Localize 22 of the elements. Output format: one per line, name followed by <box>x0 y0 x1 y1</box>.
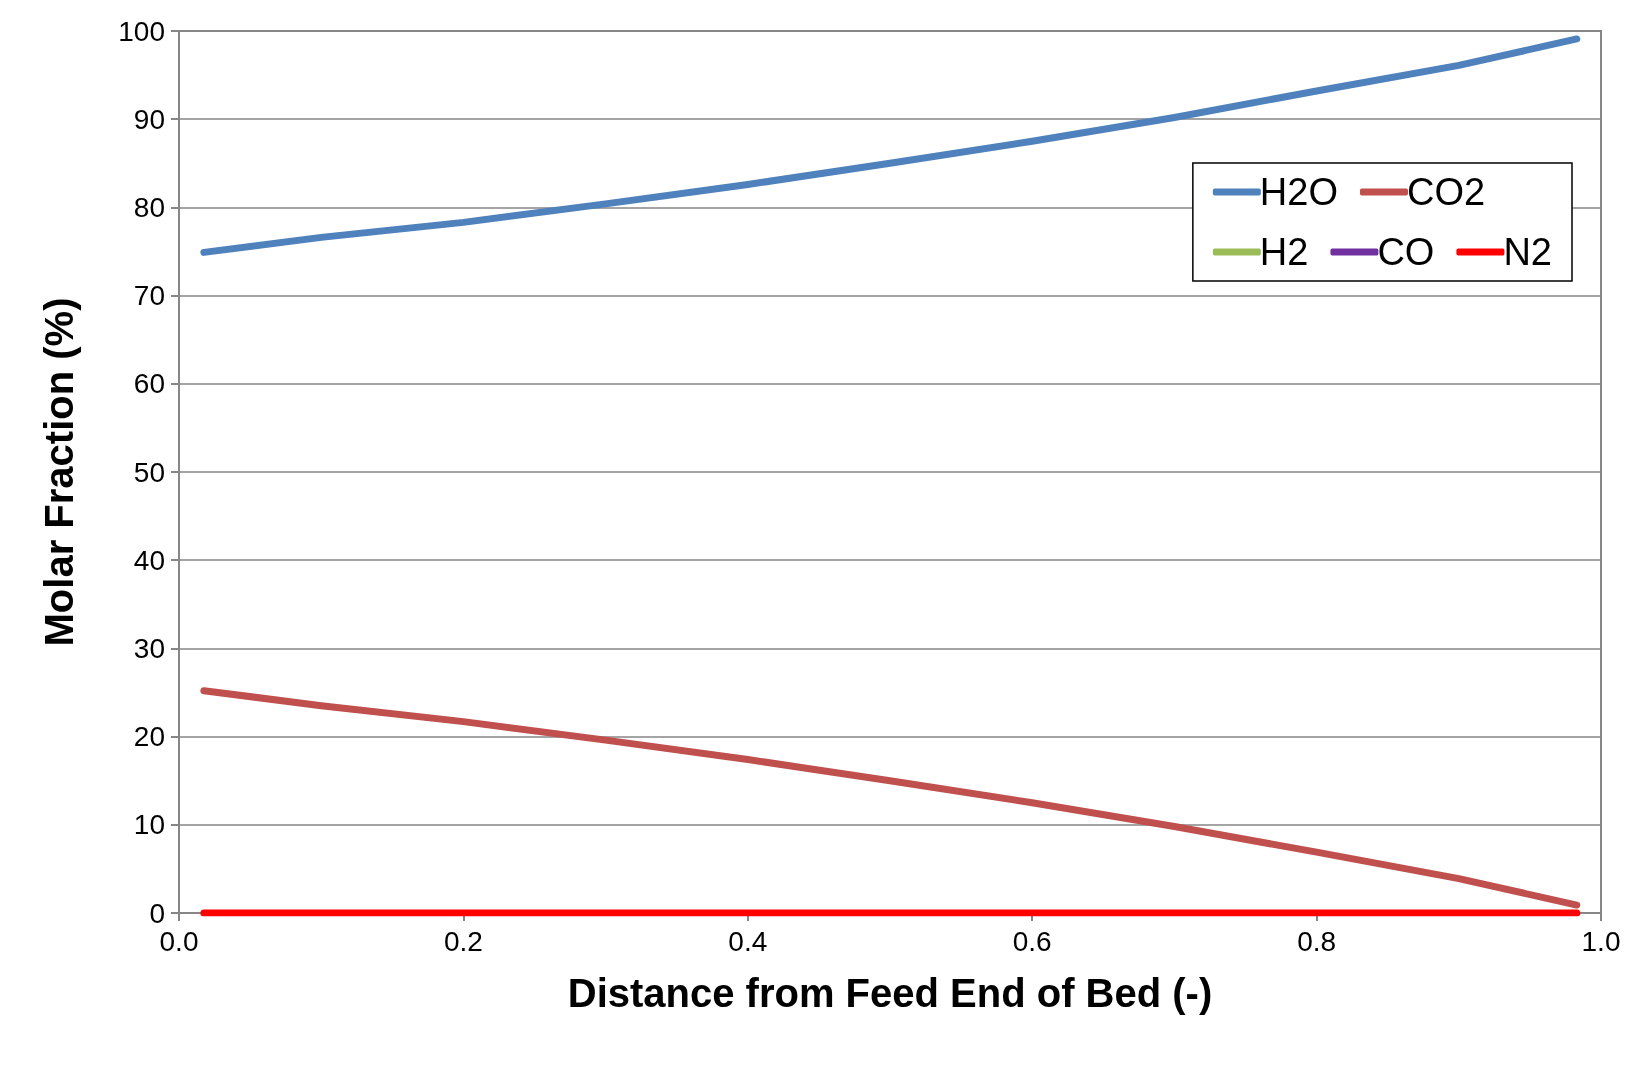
y-tick-label: 10 <box>133 809 165 841</box>
y-tick-label: 20 <box>133 721 165 753</box>
y-tick-label: 90 <box>133 103 165 135</box>
x-axis-title: Distance from Feed End of Bed (-) <box>567 971 1213 1015</box>
y-axis-title: Molar Fraction (%) <box>37 297 81 647</box>
y-tick-label: 40 <box>133 544 165 576</box>
y-tick-label: 100 <box>118 15 165 47</box>
legend-label: N2 <box>1503 231 1552 273</box>
legend-label: CO <box>1377 231 1435 273</box>
y-tick-label: 70 <box>133 280 165 312</box>
y-tick-label: 30 <box>133 632 165 664</box>
y-tick-label: 50 <box>133 456 165 488</box>
legend-label: H2 <box>1259 231 1309 273</box>
y-tick-label: 60 <box>133 368 165 400</box>
x-tick-label: 0.8 <box>1297 925 1337 957</box>
x-tick-label: 1.0 <box>1581 925 1621 957</box>
x-tick-label: 0.6 <box>1012 925 1052 957</box>
y-tick-label: 80 <box>133 191 165 223</box>
x-tick-label: 0.4 <box>728 925 768 957</box>
x-tick-label: 0.2 <box>443 925 483 957</box>
legend-label: CO2 <box>1406 171 1486 213</box>
legend-label: H2O <box>1259 171 1338 213</box>
